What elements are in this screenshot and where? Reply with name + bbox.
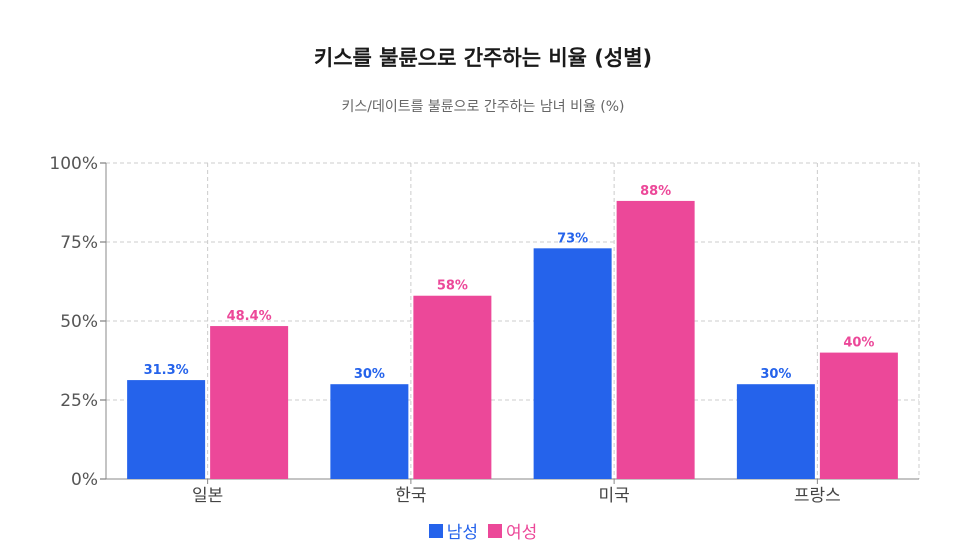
legend-item-male[interactable]: 남성 xyxy=(428,518,478,543)
bar-female xyxy=(819,352,898,479)
x-tick-label: 일본 xyxy=(192,486,223,506)
legend-label-female: 여성 xyxy=(506,523,538,543)
x-tick-label: 프랑스 xyxy=(794,486,841,506)
data-label-male: 30% xyxy=(354,367,385,382)
bar-male xyxy=(330,384,409,479)
data-label-female: 58% xyxy=(437,279,468,294)
y-tick-label: 100% xyxy=(49,154,98,174)
bar-male xyxy=(533,248,612,479)
bar-female xyxy=(210,326,289,479)
legend-item-female[interactable]: 여성 xyxy=(488,518,537,543)
data-label-male: 31.3% xyxy=(144,363,189,378)
data-label-female: 88% xyxy=(640,184,671,199)
y-tick-label: 75% xyxy=(60,233,98,253)
data-label-female: 48.4% xyxy=(227,309,272,324)
data-label-male: 73% xyxy=(557,231,588,246)
y-tick-label: 25% xyxy=(60,391,98,411)
bar-female xyxy=(413,295,492,479)
bar-female xyxy=(616,200,695,480)
legend-swatch-female xyxy=(488,523,502,538)
y-tick-label: 50% xyxy=(60,312,98,332)
chart-subtitle: 키스/데이트를 불륜으로 간주하는 남녀 비율 (%) xyxy=(341,99,625,115)
x-tick-label: 미국 xyxy=(598,486,629,506)
bar-male xyxy=(736,384,815,479)
data-label-male: 30% xyxy=(760,367,791,382)
data-label-female: 40% xyxy=(843,336,874,351)
chart-title: 키스를 불륜으로 간주하는 비율 (성별) xyxy=(313,46,653,70)
legend: 남성 여성 xyxy=(0,518,966,543)
y-tick-label: 0% xyxy=(71,470,98,490)
bar-male xyxy=(127,380,206,479)
legend-label-male: 남성 xyxy=(446,523,478,543)
legend-swatch-male xyxy=(428,523,443,538)
x-tick-label: 한국 xyxy=(395,486,426,506)
